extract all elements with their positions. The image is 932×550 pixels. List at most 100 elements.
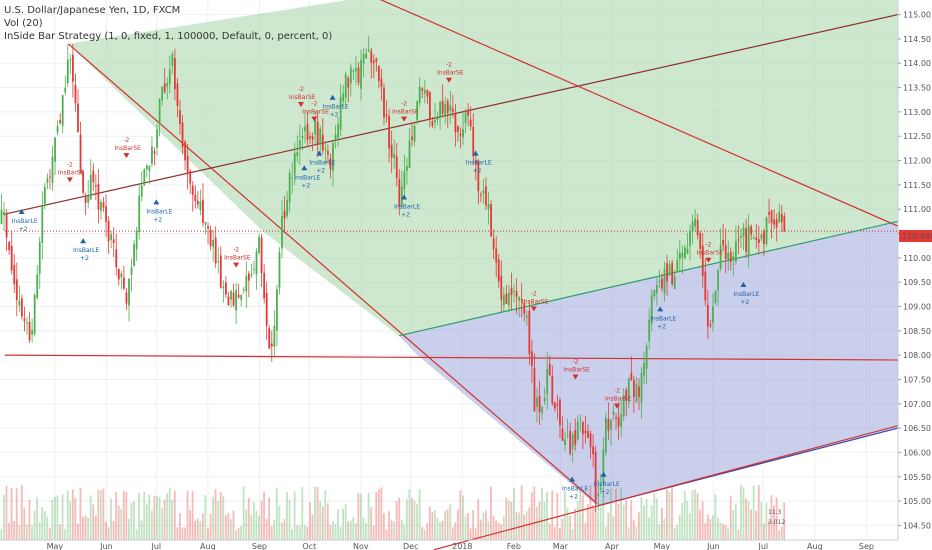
volume-bar-46 <box>117 505 120 540</box>
signal-qty-3: -2 <box>123 137 129 144</box>
volume-bar-105 <box>268 497 271 540</box>
volume-bar-148 <box>377 488 380 540</box>
candle-body-253 <box>645 346 648 369</box>
volume-bar-168 <box>428 506 431 540</box>
volume-bar-120 <box>306 526 309 540</box>
volume-bar-305 <box>778 529 781 540</box>
candle-body-92 <box>235 290 237 311</box>
volume-bar-75 <box>191 491 194 540</box>
volume-bar-272 <box>694 489 696 540</box>
candle-body-248 <box>633 380 635 397</box>
volume-bar-47 <box>120 508 123 540</box>
price-tick-label-11: 110.00 <box>903 254 931 263</box>
candle-body-239 <box>610 419 612 430</box>
candle-body-219 <box>559 399 561 426</box>
candle-body-230 <box>587 431 589 438</box>
signal-name-22: InsBarLE <box>733 291 759 298</box>
candle-body-237 <box>604 417 607 453</box>
volume-bar-238 <box>607 512 610 540</box>
candle-body-197 <box>502 294 505 306</box>
volume-bar-271 <box>691 490 694 540</box>
candle-body-198 <box>505 293 508 304</box>
volume-bar-302 <box>770 495 773 540</box>
signal-qty-6: -2 <box>298 86 304 93</box>
volume-bar-195 <box>497 522 500 540</box>
candle-body-295 <box>752 237 755 239</box>
candles <box>0 35 786 513</box>
signal-arrow-up-14 <box>472 150 479 156</box>
candle-body-293 <box>747 225 750 257</box>
candle-body-226 <box>576 421 579 440</box>
candle-body-69 <box>176 83 179 106</box>
candle-body-278 <box>709 324 712 326</box>
signal-qty-12: +2 <box>401 211 410 218</box>
candle-body-288 <box>735 241 737 262</box>
volume-bar-153 <box>390 520 393 540</box>
candle-body-277 <box>706 304 709 327</box>
volume-bar-40 <box>102 488 105 540</box>
candle-body-222 <box>566 435 569 437</box>
volume-bar-212 <box>541 487 543 540</box>
volume-bar-39 <box>99 489 102 540</box>
candle-body-9 <box>23 318 26 322</box>
volume-bar-138 <box>352 517 355 540</box>
volume-indicator-title[interactable]: Vol (20) <box>4 18 43 29</box>
volume-bar-124 <box>316 486 319 540</box>
volume-bar-198 <box>505 497 508 540</box>
candle-body-22 <box>56 126 59 133</box>
candle-body-118 <box>301 136 304 139</box>
volume-bar-286 <box>729 495 732 540</box>
signal-arrow-up-1 <box>80 238 87 244</box>
signal-qty-10: +2 <box>330 112 339 119</box>
symbol-title[interactable]: U.S. Dollar/Japanese Yen, 1D, FXCM <box>4 5 181 16</box>
price-axis[interactable]: 104.50 105.00 105.50 106.00 106.50 107.00 107.… <box>897 0 932 550</box>
volume-bar-234 <box>597 512 599 540</box>
strategy-title[interactable]: InSide Bar Strategy (1, 0, fixed, 1, 100… <box>4 31 333 42</box>
price-tick-label-1: 105.00 <box>903 497 931 506</box>
candle-body-232 <box>592 446 594 455</box>
volume-bar-143 <box>365 522 367 540</box>
candle-body-114 <box>291 177 294 179</box>
candle-body-173 <box>441 100 444 114</box>
volume-bar-88 <box>224 515 227 540</box>
price-tick-label-2: 105.50 <box>903 473 931 482</box>
volume-bar-208 <box>530 492 533 540</box>
candle-body-73 <box>186 156 189 174</box>
time-tick-label-15: Aug <box>807 542 823 550</box>
volume-bar-56 <box>143 491 146 540</box>
candle-body-131 <box>334 134 337 140</box>
candle-body-296 <box>755 237 758 240</box>
candle-body-111 <box>283 211 286 219</box>
candle-body-99 <box>253 268 255 270</box>
candle-body-186 <box>474 161 477 165</box>
candle-body-257 <box>655 285 658 294</box>
volume-bar-129 <box>329 524 332 540</box>
volume-bar-25 <box>64 528 67 540</box>
volume-bar-257 <box>655 498 658 540</box>
volume-bar-254 <box>648 517 650 540</box>
signal-name-15: InsBarSE <box>522 298 549 305</box>
volume-bar-248 <box>632 519 635 540</box>
volume-bar-135 <box>344 504 347 540</box>
time-axis[interactable]: May Jun Jul Aug Sep Oct Nov Dec 2018 Feb Mar Apr May… <box>0 539 898 550</box>
candle-body-305 <box>778 211 781 222</box>
candle-body-304 <box>775 219 778 228</box>
candle-body-161 <box>411 136 413 140</box>
candle-body-306 <box>780 214 783 223</box>
signal-qty-22: +2 <box>740 299 749 306</box>
candle-body-182 <box>464 112 467 124</box>
candle-body-292 <box>745 228 747 252</box>
candle-body-100 <box>255 251 258 275</box>
volume-bar-61 <box>156 495 158 540</box>
volume-bar-140 <box>357 492 360 540</box>
candle-body-223 <box>569 430 572 454</box>
zone-1 <box>399 221 898 506</box>
volume-bar-184 <box>469 528 472 540</box>
volume-bar-134 <box>342 508 344 540</box>
volume-bar-230 <box>587 503 589 540</box>
strategy-signals: InsBarLE+2InsBarLE+2-2InsBarSE-2InsBarSE… <box>12 62 760 501</box>
signal-name-11: InsBarSE <box>392 109 419 116</box>
volume-bar-53 <box>135 528 138 540</box>
volume-bar-301 <box>768 521 770 540</box>
